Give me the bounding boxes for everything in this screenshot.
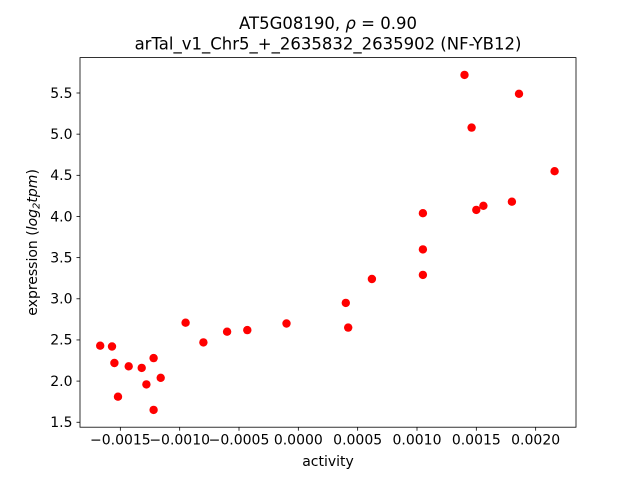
data-point <box>282 319 291 328</box>
x-tick-label: 0.0020 <box>511 433 560 449</box>
x-tick-label: −0.0010 <box>149 433 210 449</box>
ylabel-suffix: ) <box>25 169 41 174</box>
data-point <box>107 342 117 351</box>
title-prefix: AT5G08190, <box>239 14 345 33</box>
data-point <box>418 270 428 280</box>
y-tick-label: 4.5 <box>50 168 72 184</box>
data-point <box>199 338 208 347</box>
data-point <box>460 70 469 80</box>
data-point <box>137 363 146 373</box>
data-point <box>110 358 119 368</box>
data-point <box>243 325 252 335</box>
data-point <box>341 298 350 308</box>
data-point <box>344 323 353 332</box>
y-tick-label: 5.0 <box>50 127 72 143</box>
ylabel-tpm: tpm <box>25 175 41 203</box>
x-tick-label: 0.0015 <box>452 433 501 449</box>
x-tick-label: 0.0010 <box>392 433 441 449</box>
data-point <box>467 123 476 132</box>
title-suffix: = 0.90 <box>356 14 417 33</box>
y-axis-label: expression (log2tpm) <box>25 169 43 316</box>
x-axis-label: activity <box>302 454 354 470</box>
data-point <box>367 274 377 284</box>
data-point <box>418 245 428 254</box>
x-tick-label: 0.0005 <box>333 433 382 449</box>
ylabel-subscript: 2 <box>32 203 43 209</box>
axes-ticks: −0.0015−0.0010−0.0005 0.0000 0.0005 0.0010 0… <box>50 86 560 449</box>
data-point <box>514 89 524 99</box>
data-point <box>113 392 123 401</box>
data-point <box>550 167 559 176</box>
plot-border <box>79 57 577 428</box>
data-point <box>156 373 165 382</box>
data-point <box>142 380 151 389</box>
y-tick-label: 2.0 <box>50 374 72 390</box>
ylabel-prefix: expression ( <box>25 230 41 315</box>
y-tick-label: 5.5 <box>50 86 72 102</box>
x-tick-label: −0.0015 <box>90 433 151 449</box>
data-point <box>149 353 158 363</box>
data-point <box>181 318 190 327</box>
data-point <box>222 327 232 336</box>
data-point <box>507 197 517 206</box>
y-tick-label: 4.0 <box>50 209 72 225</box>
chart-title-line1: AT5G08190, ρ = 0.90 <box>239 14 417 33</box>
y-tick-label: 2.5 <box>50 333 72 349</box>
data-point <box>418 209 428 218</box>
x-tick-label: 0.0000 <box>274 433 323 449</box>
chart-title-line2: arTal_v1_Chr5_+_2635832_2635902 (NF-YB12… <box>135 35 522 55</box>
data-point <box>149 405 158 415</box>
scatter-points <box>96 70 559 415</box>
title-rho-symbol: ρ <box>345 14 356 33</box>
data-point <box>479 201 488 210</box>
data-point <box>472 205 481 215</box>
data-point <box>124 362 133 371</box>
data-point <box>96 341 105 350</box>
x-tick-label: −0.0005 <box>209 433 270 449</box>
y-tick-label: 3.5 <box>50 250 72 266</box>
y-tick-label: 3.0 <box>50 292 72 308</box>
ylabel-log: log <box>25 209 41 230</box>
y-tick-label: 1.5 <box>50 415 72 431</box>
